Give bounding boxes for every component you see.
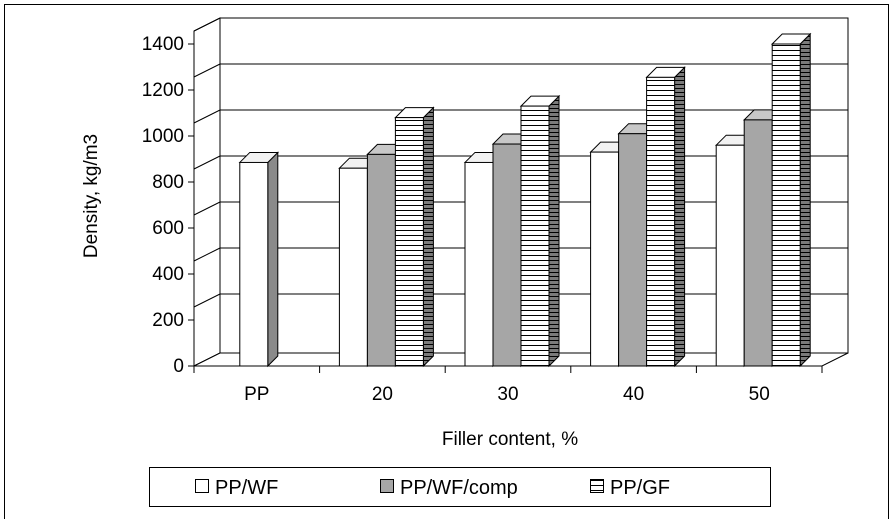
bar-front — [366, 153, 396, 367]
bar-front — [715, 144, 745, 367]
y-tick-label: 200 — [152, 310, 184, 331]
legend-swatch — [590, 479, 604, 493]
legend-label: PP/WF/comp — [400, 477, 518, 499]
gridline-diag — [193, 293, 221, 308]
bar-side — [548, 94, 560, 368]
gridline-diag — [193, 109, 221, 124]
x-axis-label: Filler content, % — [442, 429, 578, 450]
legend-swatch — [380, 479, 394, 493]
bar — [238, 151, 280, 368]
bar-front — [338, 167, 368, 367]
y-tick-label: 1400 — [142, 34, 184, 55]
gridline-diag — [193, 201, 221, 216]
y-axis-label: Density, kg/m3 — [81, 134, 102, 258]
x-tick-label: 50 — [749, 384, 770, 405]
outer-border — [4, 4, 889, 524]
bar-side — [799, 32, 811, 368]
x-tick-label: PP — [244, 384, 269, 405]
bar — [519, 94, 561, 368]
bar-side — [674, 66, 686, 368]
gridline-diag — [193, 155, 221, 170]
x-tick-label: 40 — [623, 384, 644, 405]
y-tick-label: 0 — [173, 356, 184, 377]
gridline-diag — [193, 247, 221, 262]
bar-side — [267, 151, 279, 368]
bar-front — [646, 76, 676, 367]
bar-front — [520, 105, 550, 367]
bar-front — [618, 133, 648, 367]
legend: PP/WF PP/WF/comp PP/GF — [149, 467, 771, 507]
x-tick-label: 30 — [497, 384, 518, 405]
y-tick-label: 800 — [152, 172, 184, 193]
y-tick-label: 1000 — [142, 126, 184, 147]
y-tick-label: 600 — [152, 218, 184, 239]
bar-side — [422, 106, 434, 368]
bar — [770, 32, 812, 368]
bar-front — [590, 151, 620, 367]
bar-front — [771, 43, 801, 367]
bars — [238, 32, 812, 368]
x-tick-label: 20 — [372, 384, 393, 405]
legend-label: PP/WF — [215, 477, 278, 499]
bar — [645, 66, 686, 368]
bar-front — [394, 117, 424, 367]
legend-label: PP/GF — [610, 477, 670, 499]
gridline-diag — [193, 17, 221, 32]
y-tick-label: 1200 — [142, 80, 184, 101]
y-tick-labels: 0 200 400 600 800 1000 1200 1400 — [142, 34, 184, 377]
bar-front — [743, 119, 773, 367]
bar-front — [492, 143, 522, 367]
y-tick-label: 400 — [152, 264, 184, 285]
bar-front — [464, 161, 494, 367]
x-tick-labels: PP 20 30 40 50 — [244, 384, 770, 405]
legend-swatch — [195, 479, 209, 493]
legend-box — [149, 467, 771, 507]
bar — [394, 106, 435, 368]
bar-front — [239, 161, 269, 367]
gridline-diag — [193, 63, 221, 78]
